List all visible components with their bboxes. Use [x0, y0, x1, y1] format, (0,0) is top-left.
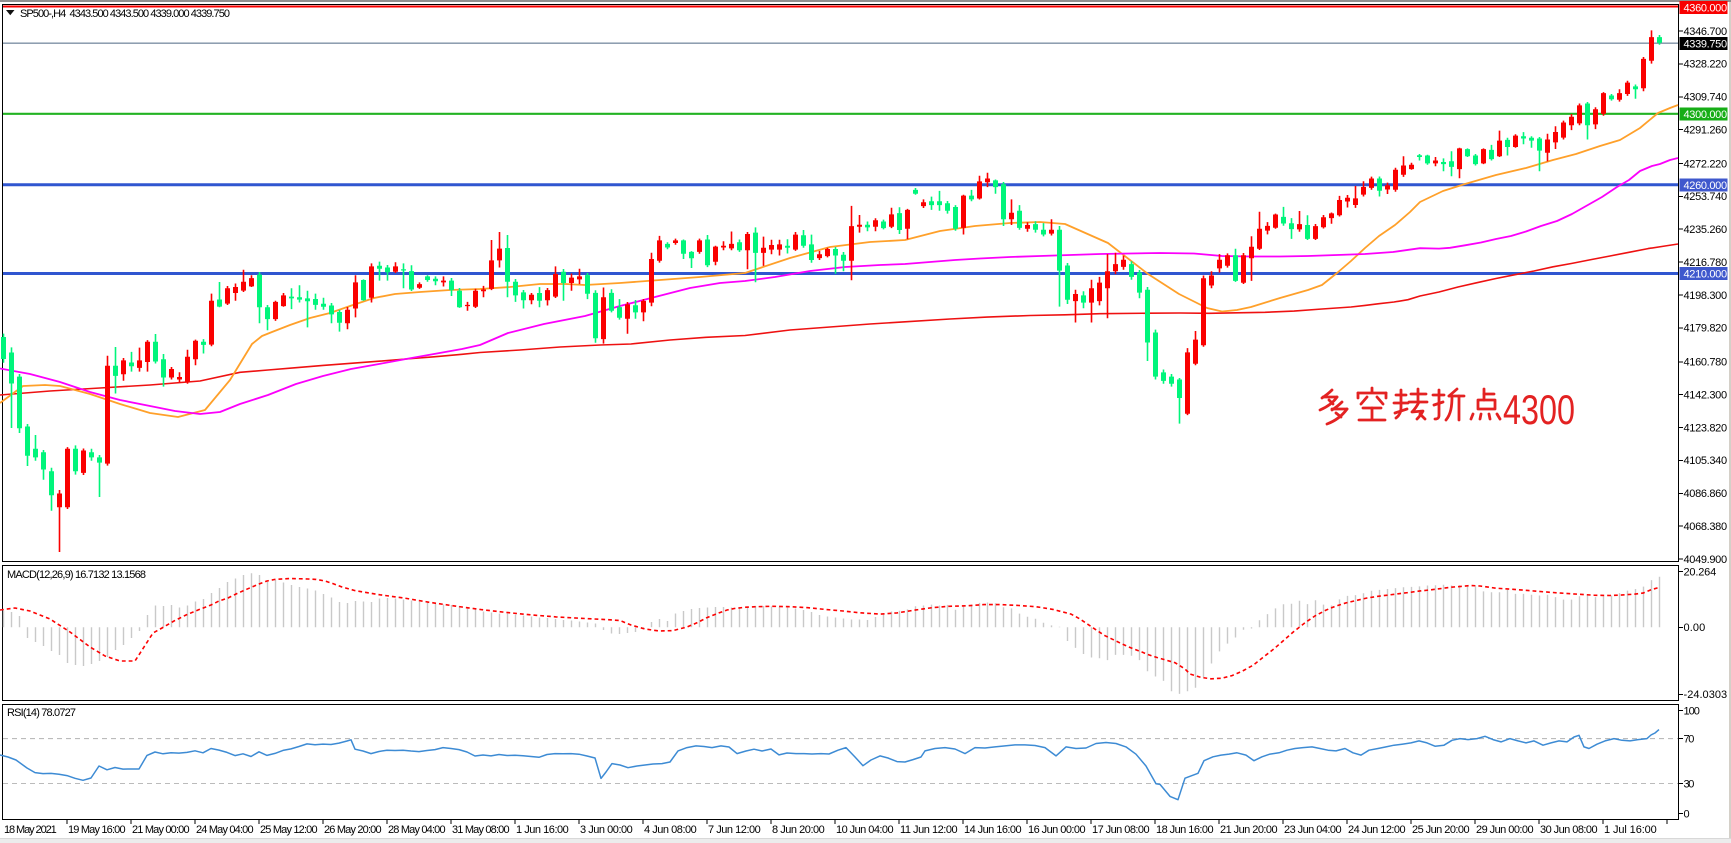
- svg-text:21 Jun 20:00: 21 Jun 20:00: [1220, 824, 1278, 836]
- svg-text:4216.780: 4216.780: [1684, 257, 1728, 269]
- svg-text:4360.000: 4360.000: [1684, 3, 1728, 15]
- svg-text:24 Jun 12:00: 24 Jun 12:00: [1348, 824, 1406, 836]
- svg-text:4339.750: 4339.750: [1684, 39, 1728, 51]
- svg-text:4179.820: 4179.820: [1684, 323, 1728, 335]
- svg-text:1 Jun 16:00: 1 Jun 16:00: [516, 824, 569, 836]
- svg-text:4210.000: 4210.000: [1684, 269, 1728, 281]
- svg-text:0: 0: [1684, 808, 1690, 820]
- svg-text:4 Jun 08:00: 4 Jun 08:00: [644, 824, 697, 836]
- svg-text:4260.000: 4260.000: [1684, 180, 1728, 192]
- svg-text:4068.380: 4068.380: [1684, 521, 1728, 533]
- svg-text:24 May 04:00: 24 May 04:00: [196, 824, 254, 836]
- svg-text:11 Jun 12:00: 11 Jun 12:00: [900, 824, 958, 836]
- svg-text:4235.260: 4235.260: [1684, 224, 1728, 236]
- svg-text:28 May 04:00: 28 May 04:00: [388, 824, 446, 836]
- svg-text:4291.260: 4291.260: [1684, 124, 1728, 136]
- svg-text:8 Jun 20:00: 8 Jun 20:00: [772, 824, 825, 836]
- svg-text:4300.000: 4300.000: [1684, 109, 1728, 121]
- svg-text:70: 70: [1684, 733, 1695, 745]
- svg-text:29 Jun 00:00: 29 Jun 00:00: [1476, 824, 1534, 836]
- svg-text:18 May 2021: 18 May 2021: [4, 824, 57, 836]
- svg-text:7 Jun 12:00: 7 Jun 12:00: [708, 824, 761, 836]
- svg-text:20.264: 20.264: [1684, 566, 1717, 578]
- svg-text:3 Jun 00:00: 3 Jun 00:00: [580, 824, 633, 836]
- svg-text:-24.0303: -24.0303: [1684, 689, 1728, 701]
- svg-text:4309.740: 4309.740: [1684, 92, 1728, 104]
- svg-text:23 Jun 04:00: 23 Jun 04:00: [1284, 824, 1342, 836]
- svg-text:RSI(14) 78.0727: RSI(14) 78.0727: [7, 707, 76, 719]
- svg-text:MACD(12,26,9) 16.7132 13.1568: MACD(12,26,9) 16.7132 13.1568: [7, 569, 146, 581]
- svg-text:4142.300: 4142.300: [1684, 389, 1728, 401]
- svg-text:SP500-,H4 4343.500 4343.500 4: SP500-,H4 4343.500 4343.500 4339.000 433…: [20, 8, 230, 20]
- svg-text:10 Jun 04:00: 10 Jun 04:00: [836, 824, 894, 836]
- svg-text:19 May 16:00: 19 May 16:00: [68, 824, 126, 836]
- svg-text:18 Jun 16:00: 18 Jun 16:00: [1156, 824, 1214, 836]
- svg-text:17 Jun 08:00: 17 Jun 08:00: [1092, 824, 1150, 836]
- svg-text:4086.860: 4086.860: [1684, 488, 1728, 500]
- svg-text:4049.900: 4049.900: [1684, 554, 1728, 566]
- svg-text:30: 30: [1684, 778, 1695, 790]
- svg-text:4160.780: 4160.780: [1684, 357, 1728, 369]
- svg-text:4272.220: 4272.220: [1684, 158, 1728, 170]
- svg-text:0.00: 0.00: [1684, 622, 1706, 634]
- svg-text:25 May 12:00: 25 May 12:00: [260, 824, 318, 836]
- svg-text:4328.220: 4328.220: [1684, 59, 1728, 71]
- svg-text:1 Jul 16:00: 1 Jul 16:00: [1604, 824, 1657, 836]
- svg-text:31 May 08:00: 31 May 08:00: [452, 824, 510, 836]
- svg-text:26 May 20:00: 26 May 20:00: [324, 824, 382, 836]
- svg-text:4300: 4300: [1503, 386, 1575, 433]
- svg-text:14 Jun 16:00: 14 Jun 16:00: [964, 824, 1022, 836]
- svg-text:4253.740: 4253.740: [1684, 191, 1728, 203]
- svg-text:16 Jun 00:00: 16 Jun 00:00: [1028, 824, 1086, 836]
- svg-text:4346.700: 4346.700: [1684, 26, 1728, 38]
- svg-text:100: 100: [1684, 705, 1700, 717]
- svg-text:4123.820: 4123.820: [1684, 422, 1728, 434]
- svg-text:25 Jun 20:00: 25 Jun 20:00: [1412, 824, 1470, 836]
- svg-text:4105.340: 4105.340: [1684, 455, 1728, 467]
- svg-text:21 May 00:00: 21 May 00:00: [132, 824, 190, 836]
- svg-text:4198.300: 4198.300: [1684, 290, 1728, 302]
- svg-text:30 Jun 08:00: 30 Jun 08:00: [1540, 824, 1598, 836]
